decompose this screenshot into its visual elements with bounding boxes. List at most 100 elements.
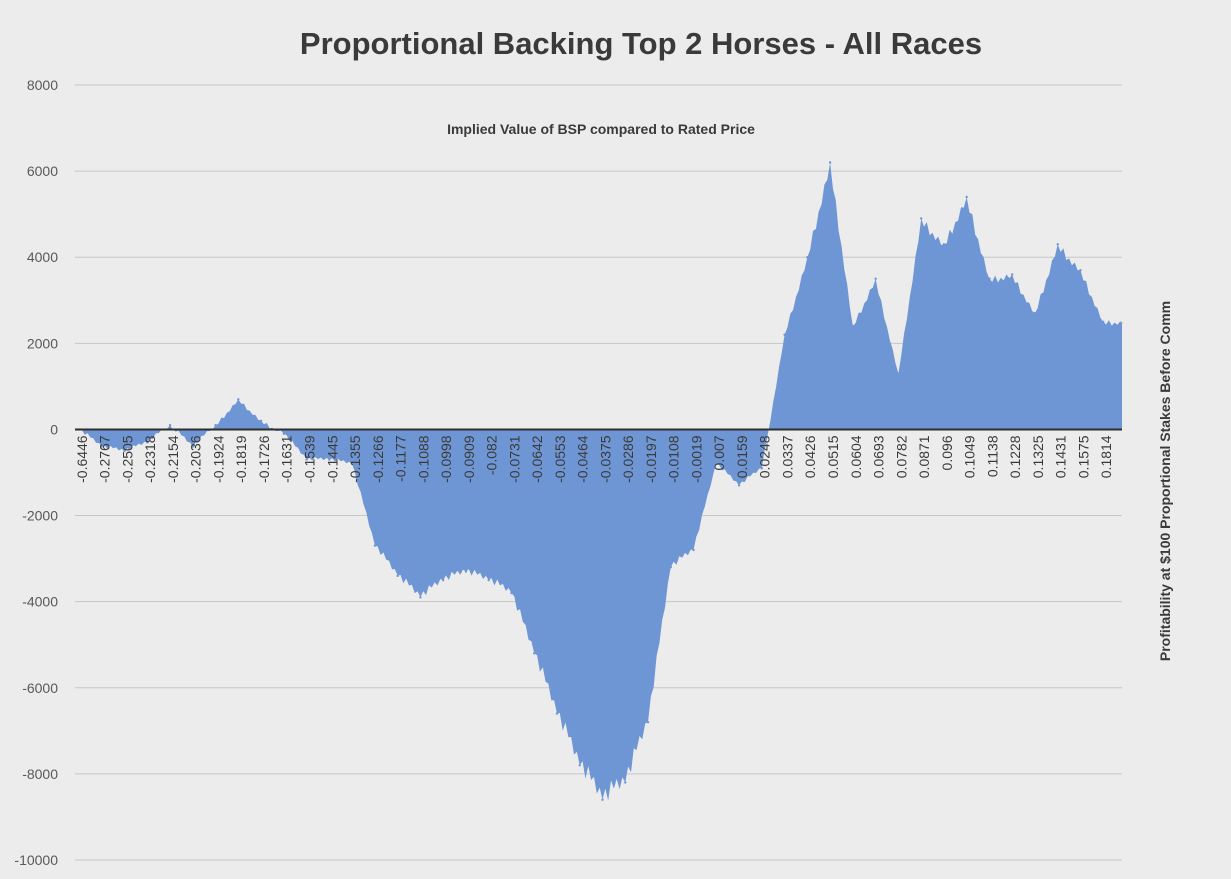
data-point xyxy=(396,574,399,578)
y-tick-label: -8000 xyxy=(22,766,58,782)
x-tick-label: 0.1138 xyxy=(984,435,1000,477)
data-point xyxy=(897,372,900,375)
x-tick-label: 0.0782 xyxy=(893,435,909,478)
data-point xyxy=(259,419,263,423)
x-tick-label: -0.1539 xyxy=(302,435,318,483)
data-point xyxy=(555,712,559,715)
x-tick-label: -0.082 xyxy=(484,435,500,475)
data-point xyxy=(919,217,923,220)
x-tick-label: -0.0375 xyxy=(597,435,613,483)
data-point xyxy=(646,721,650,724)
x-tick-label: -0.0197 xyxy=(643,435,659,483)
y-tick-label: -2000 xyxy=(22,508,58,524)
x-tick-label: 0.1814 xyxy=(1098,435,1114,478)
x-tick-label: -0.1445 xyxy=(324,435,340,483)
x-tick-label: 0.0159 xyxy=(734,435,750,478)
data-point xyxy=(669,566,672,569)
data-point xyxy=(988,277,991,280)
data-point xyxy=(487,578,490,582)
x-tick-label: 0.0248 xyxy=(757,435,773,478)
x-tick-label: -0.1924 xyxy=(211,435,227,483)
x-tick-label: 0.007 xyxy=(711,435,727,470)
x-tick-label: 0.1049 xyxy=(962,435,978,478)
data-point xyxy=(510,591,513,595)
data-point xyxy=(806,256,809,259)
x-tick-label: -0.0642 xyxy=(529,435,545,483)
x-tick-label: -0.1726 xyxy=(256,435,272,483)
x-tick-label: -0.0019 xyxy=(688,435,704,483)
data-point xyxy=(328,458,331,461)
data-point xyxy=(1033,311,1037,315)
data-point xyxy=(237,398,240,401)
x-tick-label: -0.6446 xyxy=(74,435,90,483)
x-tick-label: -0.1088 xyxy=(415,435,431,483)
data-point xyxy=(1056,243,1059,246)
data-point xyxy=(828,161,832,164)
data-point xyxy=(942,243,946,246)
chart-subtitle: Implied Value of BSP compared to Rated P… xyxy=(447,121,755,137)
x-tick-label: 0.0337 xyxy=(780,435,796,478)
chart-title: Proportional Backing Top 2 Horses - All … xyxy=(299,26,983,61)
x-tick-label: 0.0604 xyxy=(848,435,864,478)
x-tick-label: 0.0515 xyxy=(825,435,841,478)
x-tick-label: -0.0108 xyxy=(666,435,682,483)
y-tick-label: -6000 xyxy=(22,680,58,696)
data-point xyxy=(350,462,354,466)
x-tick-label: -0.1819 xyxy=(233,435,249,483)
data-point xyxy=(464,570,468,573)
data-point xyxy=(419,596,422,599)
data-point xyxy=(100,445,103,448)
y-tick-label: 6000 xyxy=(27,163,58,179)
x-tick-label: -0.1177 xyxy=(393,435,409,482)
x-tick-label: -0.2767 xyxy=(97,435,113,483)
data-point xyxy=(373,544,377,547)
x-tick-label: 0.1228 xyxy=(1007,435,1023,478)
data-point xyxy=(305,458,308,461)
data-point xyxy=(1010,273,1014,276)
x-tick-label: 0.1575 xyxy=(1075,435,1091,478)
data-point xyxy=(1102,320,1105,324)
data-point xyxy=(214,423,217,427)
data-point xyxy=(692,548,695,552)
area-series xyxy=(79,162,1124,801)
x-tick-label: 0.0871 xyxy=(916,435,932,478)
x-tick-label: -0.0553 xyxy=(552,435,568,483)
x-tick-label: -0.2154 xyxy=(165,435,181,483)
data-point xyxy=(441,578,445,582)
data-point xyxy=(760,466,764,470)
x-tick-label: -0.1631 xyxy=(279,435,295,483)
x-tick-label: -0.2318 xyxy=(142,435,158,483)
x-tick-label: 0.0426 xyxy=(802,435,818,478)
data-point xyxy=(191,445,195,448)
x-tick-label: -0.2036 xyxy=(188,435,204,483)
x-tick-label: 0.096 xyxy=(939,435,955,470)
y-tick-label: 8000 xyxy=(27,77,58,93)
data-point xyxy=(282,432,286,435)
x-tick-label: 0.0693 xyxy=(871,435,887,478)
x-tick-label: 0.1325 xyxy=(1030,435,1046,478)
x-tick-label: -0.0286 xyxy=(620,435,636,483)
y-tick-label: -4000 xyxy=(22,594,58,610)
y-tick-label: -10000 xyxy=(14,852,58,868)
x-tick-label: 0.1431 xyxy=(1053,435,1069,478)
data-point xyxy=(874,277,877,280)
data-point xyxy=(168,423,172,427)
data-point xyxy=(578,764,581,767)
x-tick-label: -0.0909 xyxy=(461,435,477,483)
data-point xyxy=(851,324,855,328)
x-tick-label: -0.0998 xyxy=(438,435,454,483)
data-point xyxy=(715,462,718,466)
data-point xyxy=(533,652,536,655)
data-point xyxy=(146,441,149,444)
x-tick-label: -0.2505 xyxy=(119,435,135,483)
y-tick-label: 0 xyxy=(50,421,58,437)
y-axis-label: Profitability at $100 Proportional Stake… xyxy=(1157,301,1173,661)
data-point xyxy=(601,798,604,801)
y-tick-label: 4000 xyxy=(27,249,58,265)
data-point xyxy=(783,333,786,336)
x-tick-label: -0.0464 xyxy=(575,435,591,483)
x-tick-label: -0.1266 xyxy=(370,435,386,483)
y-tick-label: 2000 xyxy=(27,335,58,351)
